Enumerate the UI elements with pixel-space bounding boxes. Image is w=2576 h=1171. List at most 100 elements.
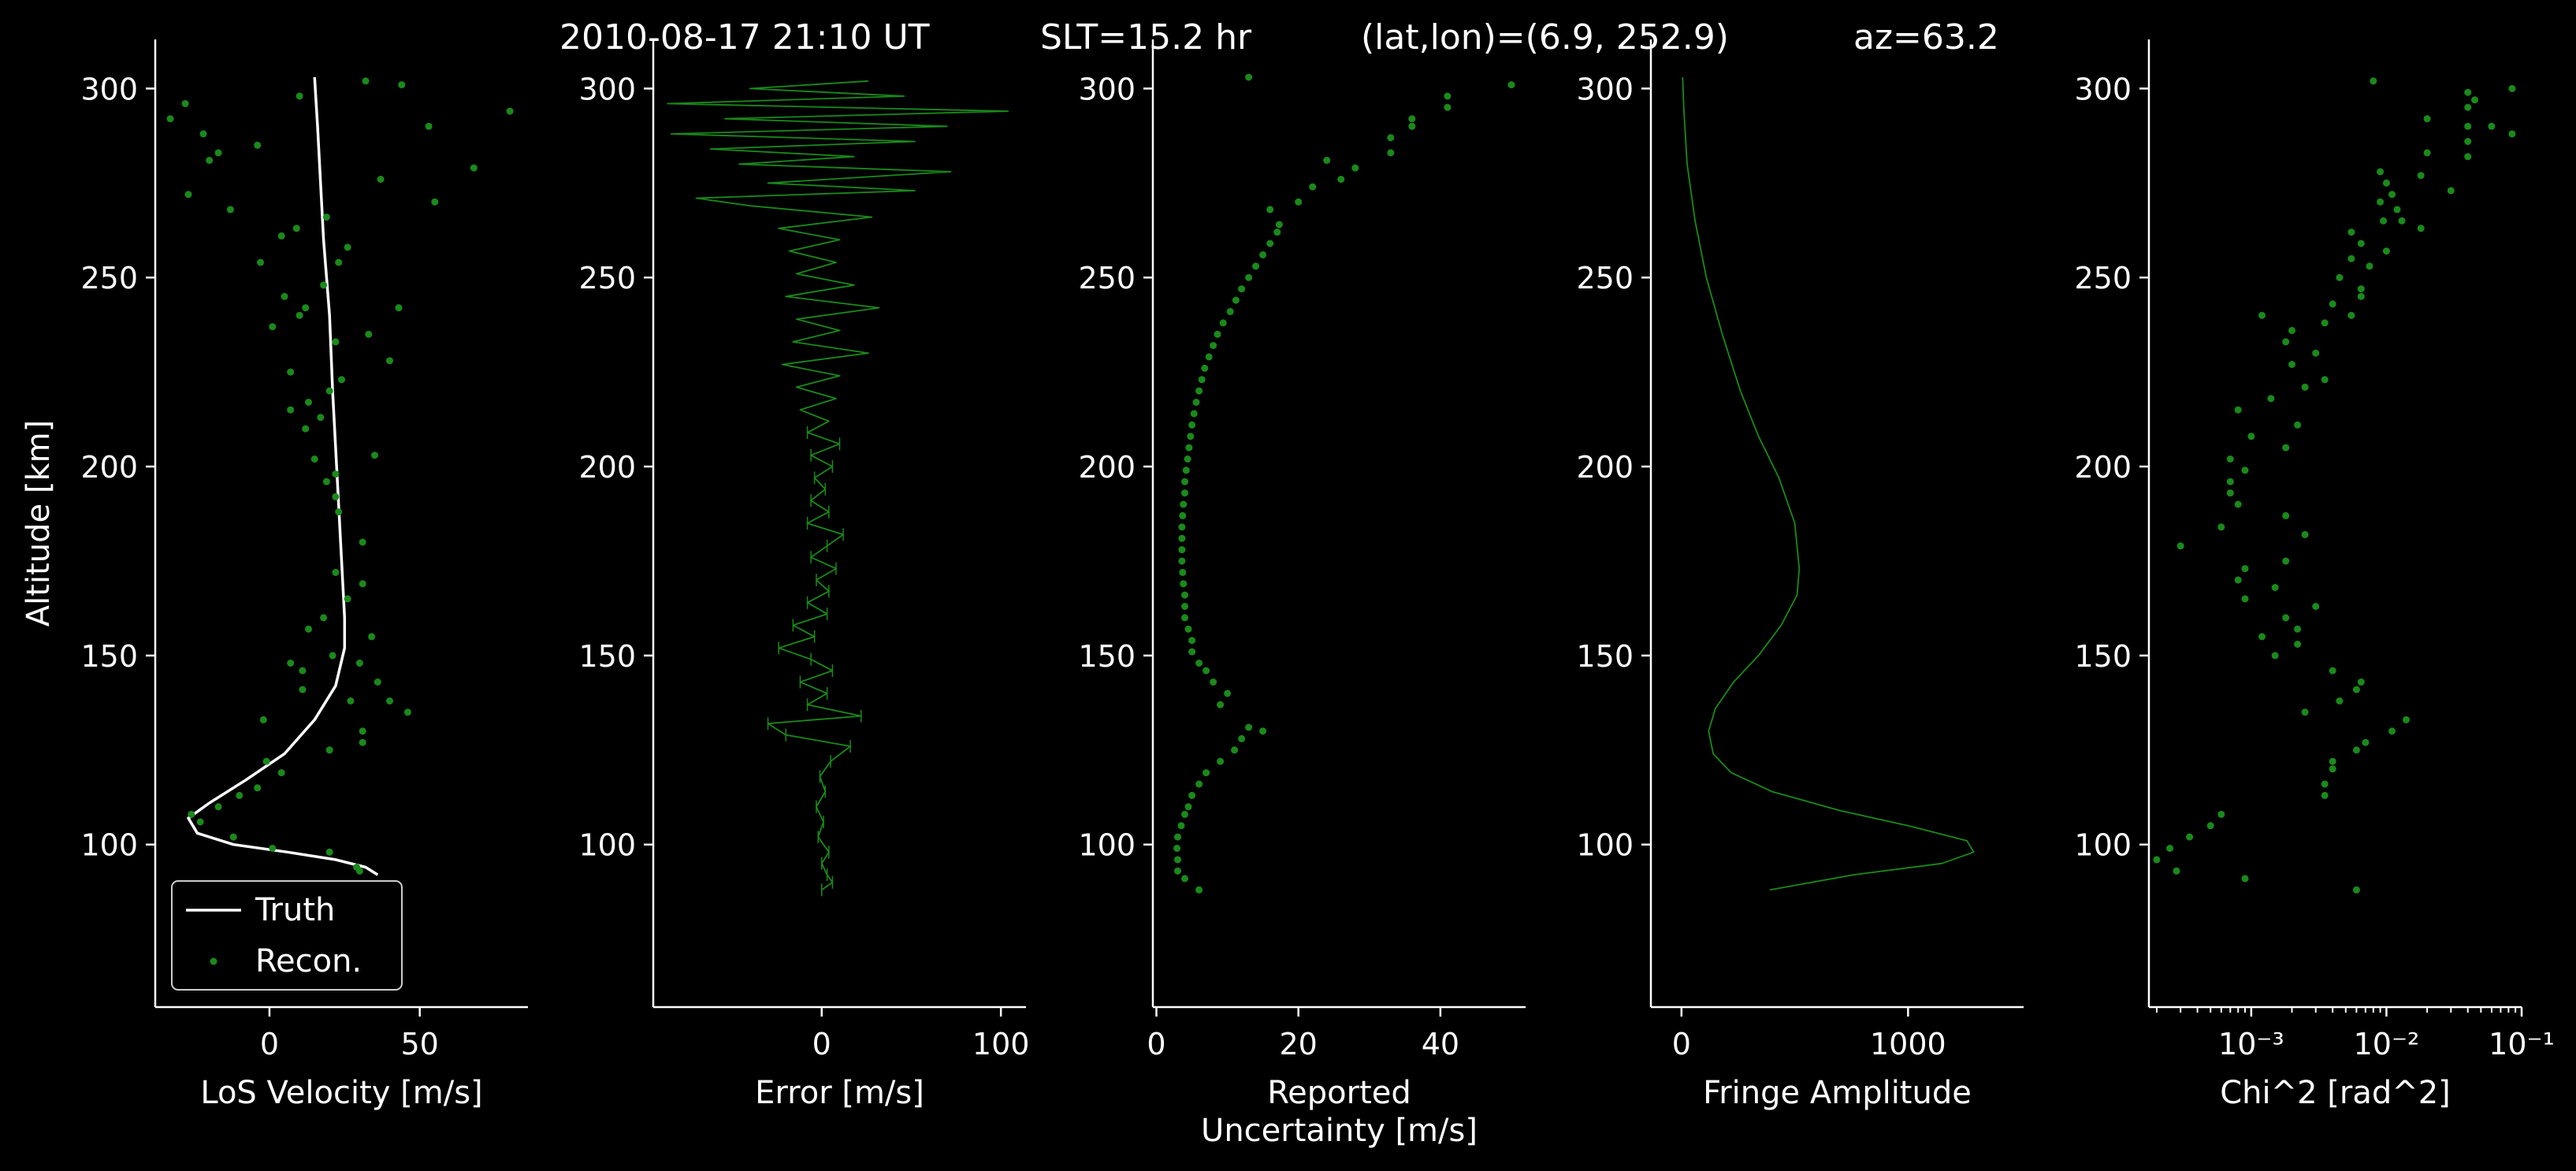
data-point <box>2352 746 2360 754</box>
data-point <box>2271 584 2279 591</box>
data-point <box>371 452 378 459</box>
data-point <box>2347 255 2355 262</box>
data-point <box>1214 330 1221 338</box>
data-point <box>1266 240 1274 247</box>
data-point <box>2347 311 2355 319</box>
data-point <box>377 176 385 183</box>
data-point <box>1273 229 1281 236</box>
data-point <box>2366 262 2373 270</box>
data-point <box>2282 614 2290 622</box>
data-point <box>1231 746 1239 754</box>
data-point <box>2336 273 2344 281</box>
y-tick-label: 250 <box>2074 261 2132 296</box>
data-point <box>2206 822 2214 830</box>
data-point <box>1174 867 1181 875</box>
data-point <box>359 580 366 588</box>
legend: Truth Recon. <box>171 880 403 991</box>
data-point <box>362 77 370 85</box>
data-point <box>1205 353 1213 361</box>
data-point <box>1192 399 1200 406</box>
data-point <box>1444 103 1452 111</box>
data-point <box>1184 803 1192 811</box>
data-point <box>2488 122 2496 130</box>
data-point <box>2403 716 2410 723</box>
data-point <box>2417 172 2425 180</box>
data-point <box>214 149 222 157</box>
data-point <box>2234 500 2242 508</box>
title-az: az=63.2 <box>1853 17 1999 58</box>
x-axis-label: LoS Velocity [m/s] <box>200 1075 482 1111</box>
data-point <box>277 232 285 240</box>
figure-title: 2010-08-17 21:10 UT SLT=15.2 hr (lat,lon… <box>559 17 1999 58</box>
data-point <box>2336 697 2344 704</box>
data-point <box>2282 511 2290 519</box>
data-point <box>368 633 376 641</box>
data-point <box>2388 191 2396 199</box>
data-point <box>338 376 345 384</box>
data-point <box>184 191 192 199</box>
data-point <box>332 493 340 500</box>
y-tick-label: 300 <box>80 72 138 106</box>
data-point <box>1351 164 1359 172</box>
data-point <box>296 92 303 100</box>
data-point <box>2417 225 2425 232</box>
data-point <box>2226 489 2234 497</box>
legend-truth-label: Truth <box>255 892 335 928</box>
data-point <box>1245 273 1253 281</box>
data-point <box>1323 157 1331 164</box>
data-point <box>2377 168 2385 176</box>
data-point <box>359 727 366 735</box>
data-point <box>2241 467 2249 474</box>
data-point <box>1181 810 1188 818</box>
data-point <box>2352 886 2360 894</box>
data-point <box>1219 319 1227 327</box>
data-point <box>425 122 433 130</box>
x-tick-label: 40 <box>1422 1027 1459 1061</box>
data-point <box>1181 875 1188 883</box>
data-point <box>1224 690 1232 697</box>
y-tick-label: 200 <box>80 450 138 485</box>
data-point <box>1182 467 1190 474</box>
data-point <box>2329 667 2336 675</box>
x-tick-label: 0 <box>1672 1027 1691 1061</box>
x-tick-label: 10⁻¹ <box>2489 1027 2555 1061</box>
y-tick-label: 200 <box>1576 450 1634 485</box>
legend-recon-label: Recon. <box>255 943 362 980</box>
data-point <box>2271 652 2279 660</box>
title-slt: SLT=15.2 hr <box>1040 17 1252 58</box>
data-point <box>310 455 318 463</box>
data-point <box>1210 342 1217 349</box>
title-time: 2010-08-17 21:10 UT <box>559 17 930 58</box>
data-point <box>2423 115 2431 123</box>
x-tick-label: 10⁻³ <box>2218 1027 2284 1061</box>
data-point <box>325 387 333 395</box>
data-point <box>296 311 303 319</box>
data-point <box>1188 791 1196 799</box>
data-point <box>1178 546 1186 554</box>
y-tick-label: 250 <box>1078 261 1136 296</box>
data-point <box>254 141 262 149</box>
data-point <box>277 769 285 777</box>
y-tick-label: 300 <box>578 72 636 106</box>
data-point <box>206 157 214 164</box>
data-point <box>2294 625 2302 633</box>
data-point <box>299 686 307 693</box>
data-point <box>2382 179 2390 187</box>
data-point <box>1180 500 1188 508</box>
data-point <box>2301 708 2309 716</box>
y-axis-label: Altitude [km] <box>20 420 57 626</box>
data-point <box>287 368 295 376</box>
data-point <box>2357 678 2365 686</box>
data-point <box>2226 478 2234 485</box>
data-point <box>2226 455 2234 463</box>
y-tick-label: 150 <box>1576 639 1634 674</box>
data-point <box>2288 326 2295 334</box>
x-tick-label: 1000 <box>1870 1027 1946 1061</box>
data-point <box>226 206 234 214</box>
data-point <box>1252 262 1260 270</box>
data-point <box>2464 153 2472 161</box>
data-point <box>1178 534 1186 542</box>
data-point <box>403 708 411 716</box>
data-point <box>1245 723 1253 731</box>
